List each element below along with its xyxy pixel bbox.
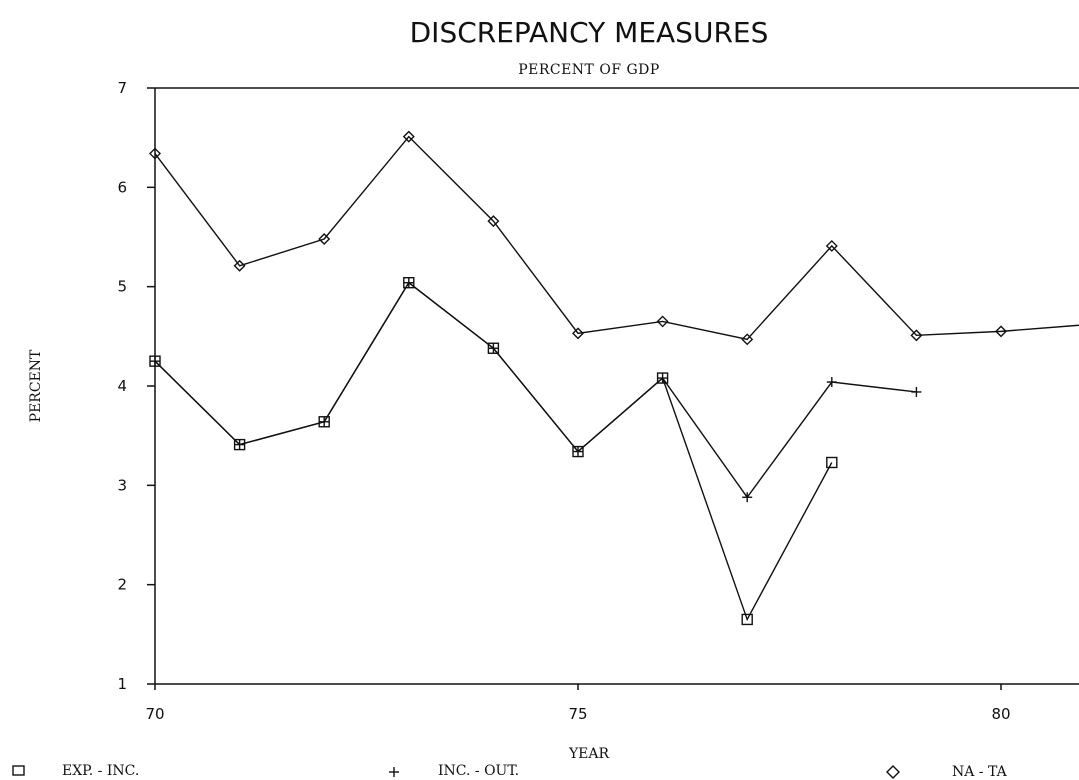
- series-line: [155, 283, 916, 498]
- series-layer: [150, 132, 1079, 625]
- data-point-plus: [742, 492, 752, 502]
- legend-label-exp-inc: EXP. - INC.: [62, 763, 139, 779]
- series-line: [155, 137, 1079, 340]
- x-tick-label: 75: [568, 705, 587, 723]
- legend-square-icon: [13, 766, 24, 775]
- chart-title: DISCREPANCY MEASURES: [410, 16, 769, 49]
- chart-subtitle: PERCENT OF GDP: [518, 62, 660, 78]
- y-tick-label: 7: [117, 79, 127, 97]
- y-tick-label: 2: [117, 576, 127, 594]
- x-tick-label: 80: [991, 705, 1010, 723]
- legend-label-na-ta: NA - TA: [952, 764, 1008, 780]
- legend: EXP. - INC. INC. - OUT. NA - TA: [13, 763, 1008, 780]
- x-ticks: 70 75 80: [145, 684, 1010, 723]
- legend-diamond-icon: [887, 766, 899, 778]
- legend-label-inc-out: INC. - OUT.: [438, 763, 519, 779]
- y-tick-label: 3: [117, 476, 127, 494]
- y-ticks: 1 2 3 4 5 6 7: [117, 79, 155, 693]
- y-tick-label: 1: [117, 675, 127, 693]
- data-point-plus: [319, 417, 329, 427]
- data-point-plus: [827, 377, 837, 387]
- series-line: [155, 283, 832, 620]
- x-tick-label: 70: [145, 705, 164, 723]
- series-1: [150, 278, 837, 625]
- data-point-plus: [911, 387, 921, 397]
- series-3: [150, 132, 1079, 345]
- series-2: [150, 278, 921, 503]
- y-tick-label: 4: [117, 377, 127, 395]
- y-axis-label: PERCENT: [28, 349, 44, 422]
- x-axis-label: YEAR: [568, 746, 610, 762]
- y-tick-label: 6: [117, 178, 127, 196]
- y-tick-label: 5: [117, 278, 127, 296]
